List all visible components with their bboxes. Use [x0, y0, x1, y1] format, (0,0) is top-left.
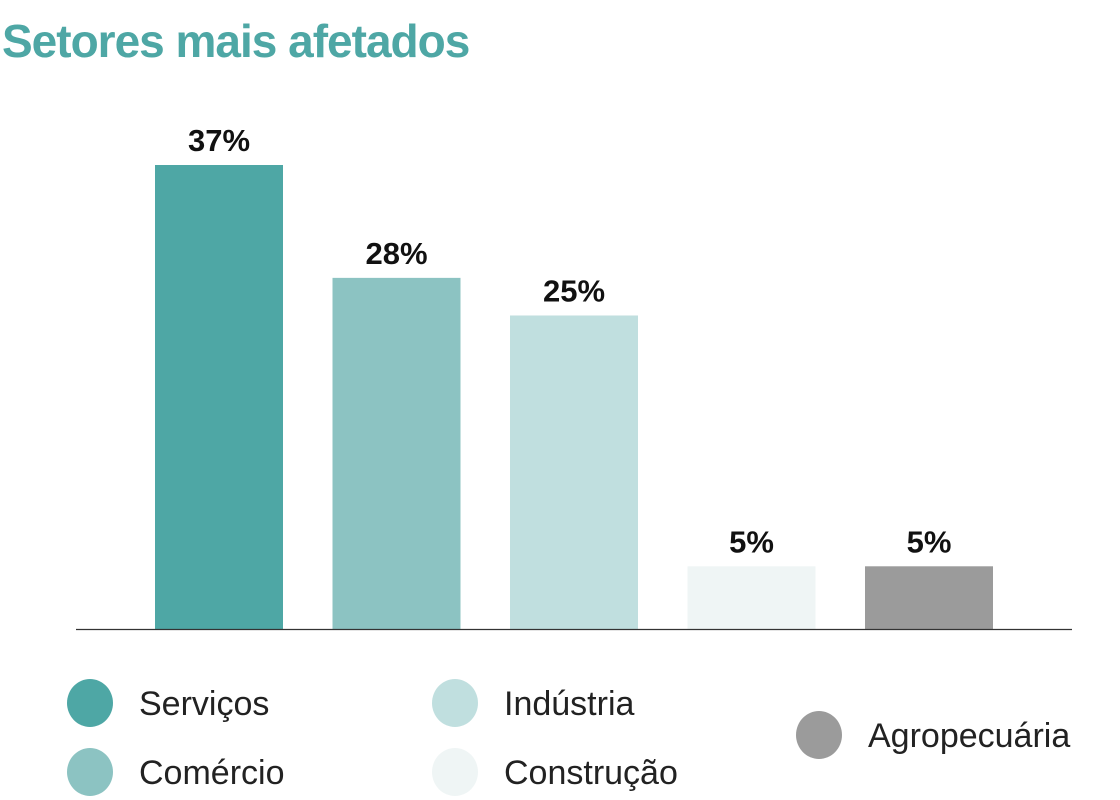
legend-label: Agropecuária — [868, 717, 1070, 755]
data-label: 5% — [729, 524, 774, 559]
legend-label: Indústria — [504, 685, 634, 723]
data-label: 37% — [188, 123, 250, 158]
data-label: 28% — [365, 236, 427, 271]
legend-marker — [432, 748, 478, 796]
data-label: 5% — [907, 524, 952, 559]
bar-0 — [155, 165, 283, 629]
legend-label: Serviços — [139, 685, 269, 723]
bar-1 — [332, 277, 461, 629]
legend-marker — [432, 679, 478, 727]
legend-label: Comércio — [139, 754, 284, 792]
bar-2 — [510, 315, 638, 629]
legend-marker — [67, 748, 113, 796]
legend-marker — [67, 679, 113, 727]
bar-3 — [687, 566, 816, 629]
chart-title: Setores mais afetados — [2, 15, 470, 67]
data-label: 25% — [543, 273, 605, 308]
legend-label: Construção — [504, 754, 678, 792]
legend-marker — [796, 711, 842, 759]
bar-4 — [865, 566, 993, 629]
